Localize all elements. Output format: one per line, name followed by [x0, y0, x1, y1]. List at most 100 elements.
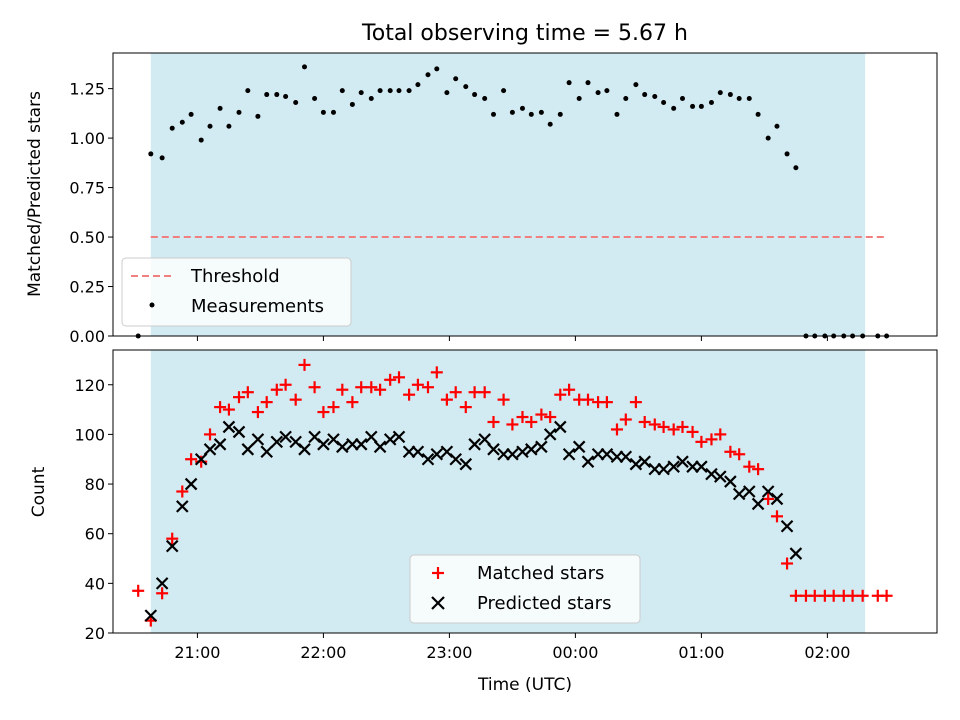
matched-star-point [336, 383, 349, 396]
matched-star-point [449, 386, 462, 399]
measurement-point [547, 121, 553, 127]
matched-star-point [535, 408, 548, 421]
top-legend: Threshold Measurements [121, 257, 352, 327]
predicted-star-point [459, 457, 473, 471]
measurement-point [387, 88, 393, 94]
y-tick-label: 1.00 [69, 129, 105, 148]
y-tick-label: 0.50 [69, 228, 105, 247]
matched-star-point [497, 393, 510, 406]
measurement-point [509, 109, 515, 115]
matched-star-point [544, 411, 557, 424]
measurement-point [159, 155, 165, 161]
matched-star-point [762, 492, 775, 505]
matched-stars-points [132, 358, 893, 627]
y-tick-label: 100 [74, 425, 105, 444]
matched-star-point [214, 401, 227, 414]
top-panel: 0.00 0.25 0.50 0.75 1.00 1.25 Matched/Predict… [25, 52, 938, 346]
measurement-point [652, 94, 658, 100]
matched-star-point [610, 423, 623, 436]
matched-star-point [846, 589, 859, 602]
matched-star-point [516, 411, 529, 424]
legend-predicted-swatch [431, 596, 445, 610]
predicted-star-point [194, 452, 208, 466]
predicted-star-point [298, 443, 311, 456]
measurement-point [198, 137, 204, 143]
matched-star-point [289, 393, 302, 406]
matched-star-point [600, 396, 613, 409]
predicted-star-point [251, 433, 265, 446]
matched-star-point [374, 383, 387, 396]
predicted-star-point [213, 438, 227, 451]
predicted-star-point [638, 455, 651, 468]
y-tick-label: 20 [85, 624, 105, 643]
predicted-star-point [780, 519, 794, 533]
bottom-panel: 20 40 60 80 100 120 21:00 22:00 23:00 00:00 01:00… [29, 349, 938, 695]
predicted-star-point [516, 445, 529, 459]
predicted-star-point [430, 447, 444, 461]
predicted-star-point [572, 440, 586, 454]
measurement-point [519, 105, 525, 111]
predicted-star-point [421, 452, 435, 466]
bottom-legend: Matched stars Predicted stars [409, 554, 641, 624]
measurement-point [274, 92, 280, 98]
matched-star-point [355, 381, 368, 394]
predicted-star-point [705, 467, 718, 481]
x-tick-label: 02:00 [804, 643, 850, 662]
matched-star-point [880, 589, 893, 602]
matched-star-point [667, 423, 680, 436]
bottom-plot-frame [112, 349, 938, 634]
predicted-star-point [695, 460, 708, 473]
matched-star-point [270, 383, 283, 396]
measurement-point [736, 96, 742, 102]
matched-star-point [421, 381, 434, 394]
predicted-star-point [176, 500, 189, 513]
matched-star-point [317, 406, 330, 419]
predicted-star-point [600, 447, 614, 461]
matched-star-point [251, 406, 264, 419]
measurement-point [415, 82, 421, 88]
matched-star-point [241, 386, 254, 399]
matched-star-point [222, 403, 235, 416]
matched-star-point [204, 428, 217, 441]
measurement-point [774, 123, 780, 129]
predicted-star-point [468, 438, 481, 451]
measurement-point [320, 109, 326, 115]
measurement-point [179, 119, 185, 125]
matched-star-point [686, 425, 699, 438]
measurement-point [698, 103, 704, 109]
matched-star-point [487, 415, 500, 428]
matched-star-point [156, 587, 169, 600]
predicted-star-point [365, 430, 378, 444]
predicted-star-point [165, 539, 179, 553]
top-legend-box [121, 257, 352, 327]
predicted-star-point [478, 433, 491, 446]
legend-predicted-label: Predicted stars [477, 593, 611, 614]
top-x-ticks [196, 336, 828, 341]
measurement-point [557, 111, 563, 117]
predicted-star-point [714, 470, 727, 483]
legend-matched-swatch [432, 567, 444, 579]
matched-star-point [403, 388, 416, 401]
measurement-point [491, 111, 497, 117]
measurement-point [330, 109, 336, 115]
measurement-point [377, 88, 383, 94]
matched-star-point [384, 373, 397, 386]
predicted-star-point [676, 455, 689, 468]
matched-star-point [232, 391, 245, 404]
predicted-star-point [392, 430, 406, 444]
measurement-point [784, 151, 790, 157]
matched-star-point [770, 510, 783, 523]
y-tick-label: 80 [85, 475, 105, 494]
matched-star-point [808, 589, 821, 602]
predicted-star-point [144, 609, 158, 622]
y-tick-label: 60 [85, 525, 105, 544]
measurement-point [264, 92, 270, 98]
y-tick-label: 120 [74, 376, 105, 395]
legend-measurements-label: Measurements [191, 296, 324, 317]
y-tick-label: 0.75 [69, 179, 105, 198]
matched-star-point [365, 381, 378, 394]
predicted-star-point [657, 462, 670, 476]
predicted-star-point [562, 447, 576, 461]
predicted-star-point [222, 420, 236, 434]
top-y-ticks: 0.00 0.25 0.50 0.75 1.00 1.25 [69, 80, 113, 346]
